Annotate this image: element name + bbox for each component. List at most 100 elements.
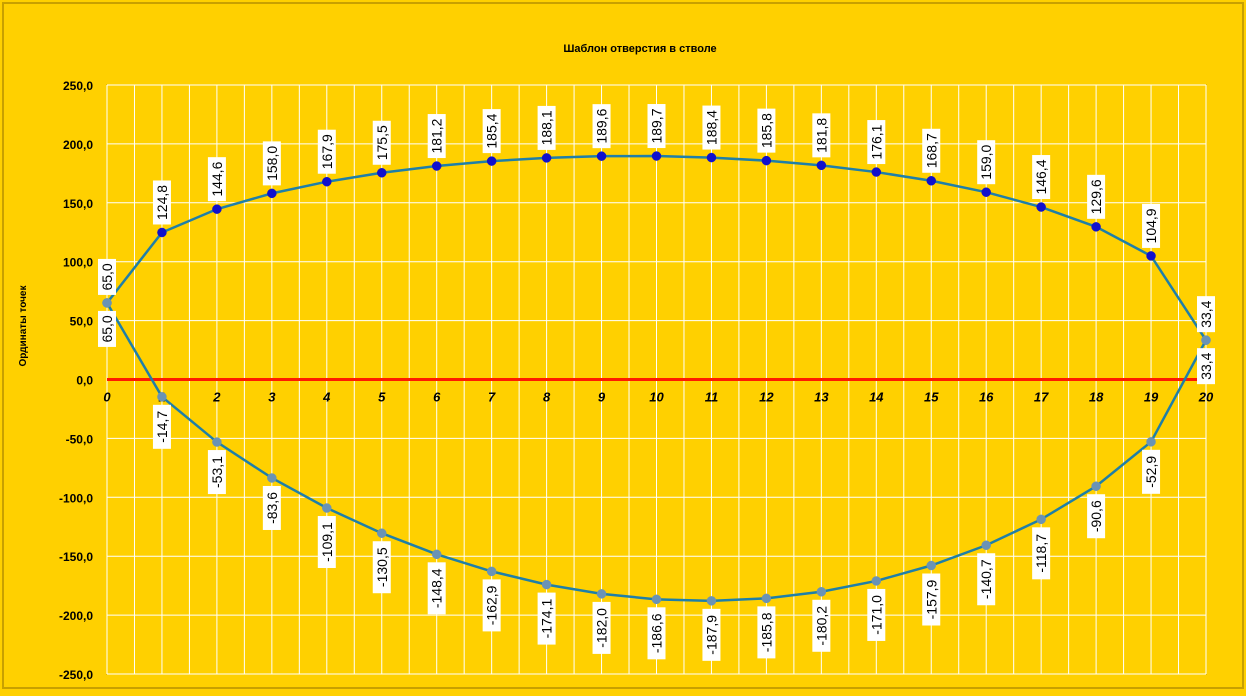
x-tick-label: 4: [322, 390, 331, 405]
lower-data-label: -148,4: [427, 562, 446, 615]
upper-data-point: [1036, 202, 1046, 212]
lower-data-label: 33,4: [1197, 348, 1215, 385]
data-label-text: 189,7: [649, 108, 665, 143]
upper-data-point: [981, 187, 991, 197]
data-label-background: [372, 541, 391, 594]
upper-data-label: 104,9: [1142, 203, 1161, 248]
data-label-text: -90,6: [1088, 500, 1104, 532]
data-label-text: -140,7: [978, 559, 994, 599]
y-tick-label: -100,0: [59, 491, 93, 505]
data-label-background: [977, 140, 996, 185]
data-label-text: 146,4: [1033, 159, 1049, 194]
lower-data-point: [102, 298, 112, 308]
data-label-background: [1032, 527, 1051, 580]
data-label-text: 33,4: [1198, 352, 1214, 379]
data-label-text: -186,6: [649, 613, 665, 653]
data-label-text: 124,8: [154, 185, 170, 220]
lower-data-label: -180,2: [812, 599, 831, 652]
upper-data-label: 168,7: [922, 128, 941, 173]
lower-data-label: -162,9: [482, 579, 501, 632]
lower-data-label: -53,1: [207, 450, 226, 495]
lower-data-label: -109,1: [317, 516, 336, 569]
x-tick-label: 14: [869, 390, 884, 405]
data-label-text: -109,1: [319, 522, 335, 562]
lower-data-label: -90,6: [1087, 494, 1106, 539]
lower-data-point: [596, 589, 607, 599]
lower-data-point: [871, 576, 882, 586]
data-label-background: [207, 450, 226, 495]
lower-data-label: -187,9: [702, 608, 721, 661]
lower-data-point: [431, 549, 442, 560]
data-label-text: 188,1: [539, 110, 555, 145]
data-label-background: [207, 157, 226, 202]
x-tick-label: 8: [543, 390, 551, 405]
lower-data-label: -171,0: [867, 588, 886, 641]
data-label-text: 33,4: [1198, 300, 1214, 327]
data-label-text: -182,0: [594, 608, 610, 648]
lower-data-point: [926, 560, 936, 571]
upper-data-label: 146,4: [1032, 155, 1051, 200]
y-axis-label: Ординаты точек: [18, 285, 29, 367]
upper-data-point: [486, 156, 497, 166]
x-tick-label: 11: [705, 390, 719, 405]
x-tick-label: 17: [1034, 390, 1049, 405]
data-label-text: 176,1: [868, 124, 884, 159]
lower-data-point: [651, 594, 662, 605]
lower-data-label: -174,1: [537, 592, 556, 645]
upper-data-point: [267, 188, 277, 199]
data-label-background: [152, 404, 171, 449]
lower-data-point: [981, 540, 991, 550]
upper-data-label: 65,0: [98, 258, 116, 295]
x-tick-label: 3: [268, 390, 276, 405]
lower-data-label: -14,7: [152, 404, 171, 449]
data-label-background: [372, 120, 391, 165]
data-label-text: -171,0: [868, 595, 884, 635]
data-label-background: [812, 599, 831, 652]
lower-data-point: [486, 566, 497, 577]
data-label-background: [98, 258, 116, 295]
chart-title: Шаблон отверстия в стволе: [563, 43, 716, 55]
x-tick-label: 9: [598, 390, 606, 405]
data-label-text: -118,7: [1033, 534, 1049, 573]
data-label-background: [592, 104, 611, 149]
data-label-text: 104,9: [1143, 208, 1159, 243]
data-label-text: -130,5: [374, 547, 390, 587]
upper-data-point: [871, 167, 882, 177]
data-label-background: [1142, 449, 1161, 494]
lower-data-label: -83,6: [262, 485, 281, 530]
data-label-text: 65,0: [99, 263, 115, 290]
lower-data-label: -52,9: [1142, 449, 1161, 494]
upper-data-label: 144,6: [207, 157, 226, 202]
lower-data-point: [322, 503, 332, 513]
upper-data-label: 188,1: [537, 105, 556, 150]
data-label-text: 181,2: [429, 118, 445, 153]
data-label-background: [702, 105, 721, 150]
upper-data-point: [212, 204, 222, 214]
data-label-background: [647, 607, 666, 660]
y-tick-label: -50,0: [66, 432, 94, 446]
upper-data-point: [706, 152, 717, 163]
upper-data-point: [816, 160, 827, 171]
upper-data-label: 129,6: [1087, 174, 1106, 219]
data-label-text: 129,6: [1088, 179, 1104, 214]
y-tick-label: 100,0: [63, 256, 93, 270]
upper-data-label: 181,2: [427, 114, 446, 159]
upper-data-label: 185,4: [482, 109, 501, 154]
x-tick-label: 13: [814, 390, 829, 405]
lower-data-point: [761, 593, 772, 604]
axes: 250,0 200,0 150,0 100,0 50,0 0,0 -50,0 -100,0 -1…: [59, 79, 1214, 682]
data-labels: 65,0 124,8 144,6 158,0 167,9 175,5 181,2 185,4 1…: [98, 104, 1215, 661]
x-tick-label: 19: [1144, 390, 1159, 405]
upper-data-point: [761, 155, 772, 166]
data-label-text: -157,9: [923, 579, 939, 619]
upper-data-label: 188,4: [702, 105, 721, 150]
data-label-text: -83,6: [264, 492, 280, 524]
lower-data-label: -186,6: [647, 607, 666, 660]
lower-data-point: [212, 437, 222, 447]
series: [102, 151, 1211, 606]
data-label-background: [1087, 494, 1106, 539]
x-tick-label: 15: [924, 390, 939, 405]
